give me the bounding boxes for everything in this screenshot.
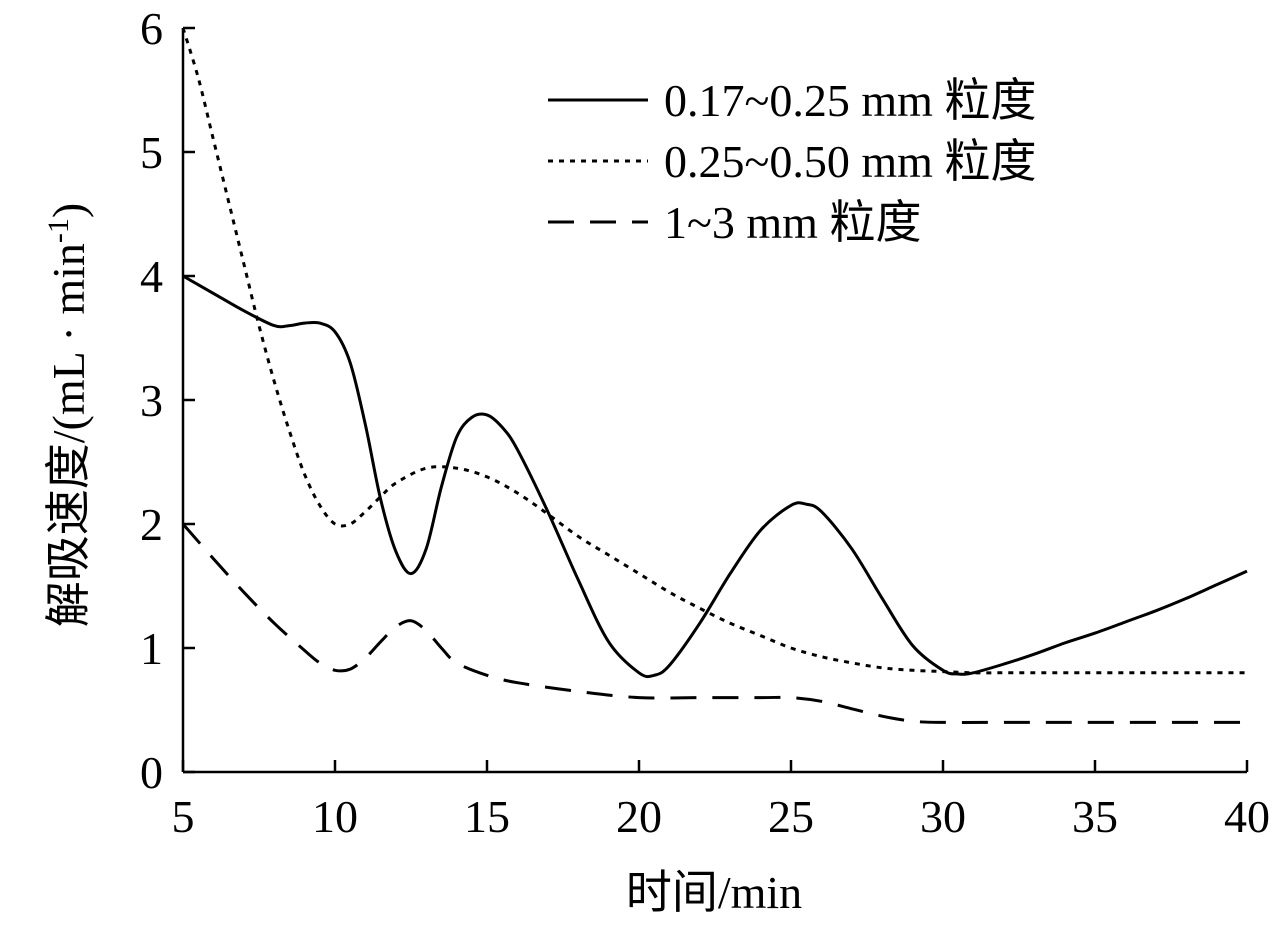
series-line-1	[182, 274, 1248, 679]
axes: 5 10 15 20 25 30 35 40 0 1 2 3 4 5 6	[140, 3, 1270, 842]
y-tick-label: 1	[140, 623, 163, 674]
x-axis-title: 时间/min	[626, 867, 802, 918]
series-line-2	[181, 27, 1247, 675]
y-tick-label: 4	[140, 251, 163, 302]
y-axis-title-close: )	[43, 203, 94, 218]
y-tick-label: 0	[140, 747, 163, 798]
legend-label: 0.17~0.25 mm 粒度	[664, 75, 1036, 126]
x-tick-label: 40	[1224, 791, 1270, 842]
series-group	[181, 27, 1248, 724]
x-tick-label: 25	[768, 791, 814, 842]
x-tick-label: 15	[464, 791, 510, 842]
y-axis-title-superscript: -1	[42, 218, 75, 243]
y-axis-title: 解吸速度/(mL · min-1)	[42, 203, 94, 627]
y-tick-label: 5	[140, 127, 163, 178]
x-tick-label: 30	[920, 791, 966, 842]
legend-label: 0.25~0.50 mm 粒度	[664, 136, 1036, 187]
x-tick-label: 10	[312, 791, 358, 842]
y-axis-title-main: 解吸速度/(mL · min	[43, 243, 94, 627]
x-tick-label: 5	[172, 791, 195, 842]
x-tick-label: 35	[1072, 791, 1118, 842]
legend-label: 1~3 mm 粒度	[664, 197, 921, 248]
x-tick-label: 20	[616, 791, 662, 842]
y-tick-label: 6	[140, 3, 163, 54]
y-tick-label: 2	[140, 499, 163, 550]
y-tick-label: 3	[140, 375, 163, 426]
legend: 0.17~0.25 mm 粒度 0.25~0.50 mm 粒度 1~3 mm 粒度	[548, 75, 1036, 248]
series-line-3	[181, 523, 1247, 724]
